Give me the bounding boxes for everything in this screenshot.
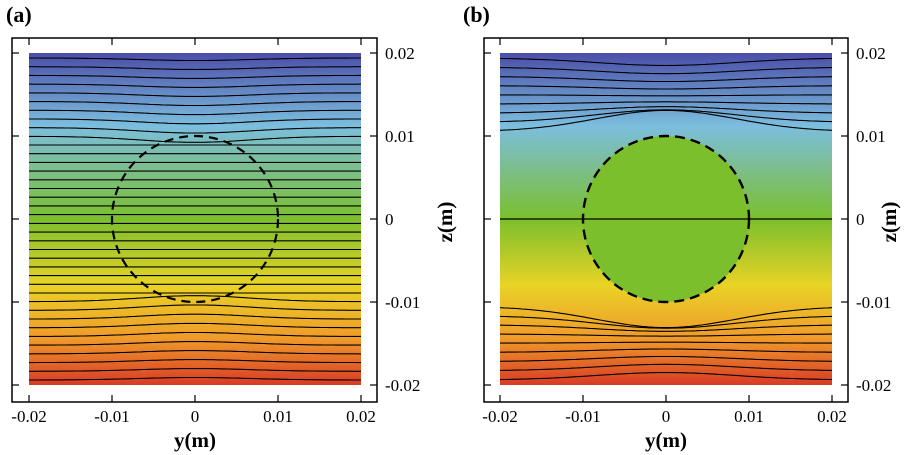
isoline [29,304,361,311]
isoline [500,355,832,362]
isoline [500,76,832,83]
x-tick-label: 0.02 [817,407,847,426]
y-tick-label: -0.01 [856,293,891,312]
y-tick-label: 0 [385,210,394,229]
x-tick-label: 0 [191,407,200,426]
y-tick-label: 0.02 [856,44,886,63]
x-tick-label: -0.02 [11,407,46,426]
z-axis-label-b: z(m) [877,202,901,243]
x-axis-label-a: y(m) [174,428,216,452]
isoline [500,106,832,114]
isoline [29,350,361,355]
isoline [500,363,832,371]
isoline [500,57,832,67]
y-tick-label: 0 [856,210,865,229]
panel-a: (a) -0.02 -0.01 0 0.01 0.020.020.010-0.01-0.… [6,2,420,452]
y-tick-label: -0.02 [856,376,891,395]
isoline [500,67,832,75]
y-tick-label: -0.01 [385,293,420,312]
isoline [29,322,361,329]
isoline [500,101,832,105]
x-tick-label: 0.01 [263,407,293,426]
z-axis-label-a: z(m) [433,202,457,243]
isoline [29,127,361,134]
isoline [500,109,832,123]
y-tick-label: 0.01 [385,127,415,146]
isoline [500,371,832,381]
dashed-circle-a [110,134,280,304]
isoline [29,57,361,62]
isoline [29,376,361,381]
x-tick-label: -0.01 [565,407,600,426]
isoline [29,92,361,97]
ticks-b: -0.02 -0.01 0 0.01 0.02 0.02 0.01 0 -0.01 -0.02 [482,38,891,426]
y-tick-label: 0.01 [856,127,886,146]
dashed-circle-b [581,134,751,304]
isoline [500,109,832,131]
isoline [29,367,361,372]
isolines-b [500,57,832,381]
isoline [500,341,832,344]
isolines-a [29,57,361,381]
isoline [29,101,361,107]
isoline [29,341,361,346]
x-tick-label: -0.01 [94,407,129,426]
x-tick-label: 0.01 [734,407,764,426]
y-tick-label: -0.02 [385,376,420,395]
isoline [29,109,361,116]
isoline [29,118,361,125]
x-tick-label: 0.02 [346,407,376,426]
isoline [500,324,832,332]
isoline [29,74,361,79]
isoline [29,83,361,88]
y-tick-label: 0.02 [385,44,415,63]
isoline [500,94,832,97]
isoline [29,295,361,303]
panel-label-a: (a) [6,2,32,27]
x-tick-label: -0.02 [482,407,517,426]
isoline [500,333,832,337]
isoline [500,348,832,353]
isoline [500,315,832,329]
contour-field-b [500,53,832,385]
x-tick-label: 0 [662,407,671,426]
x-axis-label-b: y(m) [645,428,687,452]
panel-label-b: (b) [463,2,490,27]
panel-b: (b) -0.02 -0.01 0 0.01 0.020.020.010-0.01-0.… [463,2,891,452]
isoline [29,331,361,337]
isoline [29,66,361,71]
ticks-a: -0.02 -0.01 0 0.01 0.02 0.02 0.01 0 -0.01 -0.02 [11,38,420,426]
isoline [29,313,361,320]
isoline [500,307,832,329]
contour-field-a [29,53,361,385]
isoline [29,359,361,364]
isoline [29,135,361,143]
isoline [500,85,832,90]
